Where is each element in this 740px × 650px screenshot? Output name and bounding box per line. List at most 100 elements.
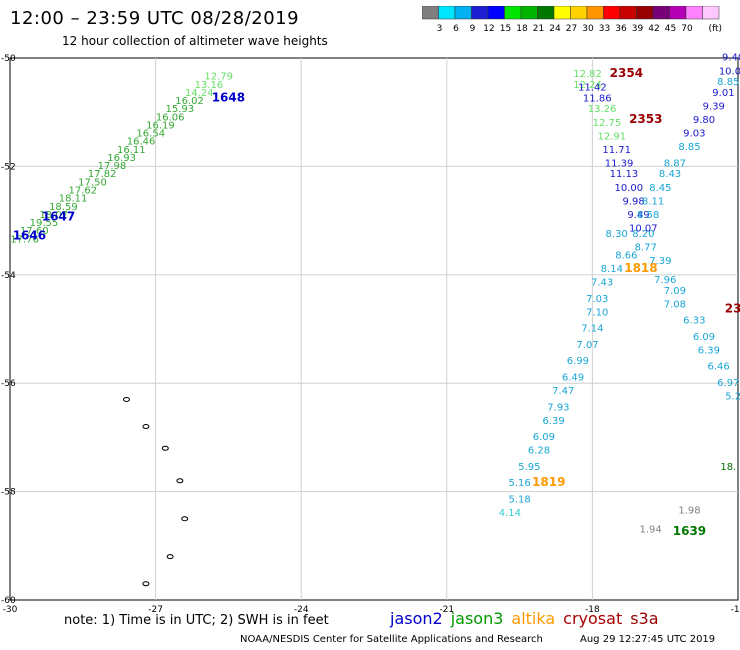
wave-height-value: 5.2 [725, 391, 740, 402]
wave-height-value: 6.28 [528, 446, 550, 457]
wave-height-value: 1.98 [678, 505, 700, 516]
island-outline [166, 554, 174, 560]
wave-height-value: 9.01 [712, 88, 734, 99]
wave-height-value: 12.82 [573, 69, 602, 80]
lat-tick-label: -50 [1, 54, 16, 64]
wave-height-value: 8.14 [601, 264, 623, 275]
generated-timestamp: Aug 29 12:27:45 UTC 2019 [580, 634, 716, 645]
pass-id-label: 1647 [42, 210, 75, 224]
wave-height-value: 8.11 [642, 196, 664, 207]
legend-tick: 30 [582, 24, 594, 34]
lon-tick-label: -30 [3, 605, 18, 615]
wave-height-value: 6.39 [698, 345, 720, 356]
wave-height-value: 9.80 [693, 115, 715, 126]
wave-height-value: 11.71 [602, 145, 631, 156]
wave-height-value: 7.14 [581, 324, 603, 335]
legend-tick: 24 [549, 24, 561, 34]
pass-id-label: 1639 [673, 524, 706, 538]
wave-height-value: 17.82 [88, 169, 117, 180]
island-outline [122, 396, 130, 402]
wave-height-value: 11.39 [605, 158, 634, 169]
map-subtitle: 12 hour collection of altimeter wave hei… [62, 34, 328, 48]
wave-height-value: 13.26 [588, 104, 617, 115]
lon-tick-label: -15 [731, 605, 740, 615]
wave-height-value: 8.43 [659, 169, 681, 180]
wave-height-value: 5.16 [508, 478, 530, 489]
wave-height-value: 7.08 [664, 299, 686, 310]
wave-height-value: 6.39 [542, 416, 564, 427]
wave-height-value: 10.07 [629, 223, 658, 234]
legend-tick: 18 [516, 24, 528, 34]
pass-id-label: 2354 [610, 66, 643, 80]
wave-height-value: 4.14 [499, 508, 521, 519]
map-title: 12:00 – 23:59 UTC 08/28/2019 [10, 8, 300, 29]
wave-height-value: 7.10 [586, 307, 608, 318]
wave-height-value: 6.99 [567, 356, 589, 367]
wave-height-value: 12.79 [204, 72, 233, 83]
wave-height-value: 17.76 [10, 234, 39, 245]
wave-height-value: 14.24 [185, 88, 214, 99]
wave-height-value: 10.00 [614, 183, 643, 194]
wave-height-value: 9.39 [703, 101, 725, 112]
wave-height-value: 19.55 [30, 218, 59, 229]
legend-unit: (ft) [708, 24, 722, 34]
pass-id-label: 2353 [629, 112, 662, 126]
legend-tick: 12 [483, 24, 494, 34]
satellite-legend: jason2 jason3 altika cryosat s3a [390, 609, 667, 628]
wave-height-value: 16.11 [117, 145, 146, 156]
pass-id-label: 1818 [624, 261, 657, 275]
legend-tick: 15 [500, 24, 511, 34]
wave-height-value: 15.93 [166, 104, 195, 115]
wave-height-value: 12.91 [597, 131, 626, 142]
wave-height-value: 7.09 [664, 286, 686, 297]
wave-height-value: 17.60 [20, 226, 49, 237]
wave-height-value: 10.07 [719, 66, 740, 77]
satellite-name: cryosat [563, 609, 623, 628]
wave-height-value: 8.87 [664, 158, 686, 169]
legend-tick: 21 [533, 24, 544, 34]
wave-height-value: 17.62 [68, 186, 97, 197]
wave-height-value: 9.03 [683, 129, 705, 140]
wave-height-value: 8.77 [635, 242, 657, 253]
legend-tick: 36 [615, 24, 627, 34]
wave-height-value: 16.46 [127, 137, 156, 148]
lat-tick-label: -52 [1, 162, 16, 172]
lon-tick-label: -18 [585, 605, 600, 615]
pass-id-label: 1648 [212, 90, 245, 104]
wave-height-value: 7.07 [576, 340, 598, 351]
wave-height-value: 16.93 [107, 153, 136, 164]
island-outline [142, 424, 150, 430]
lon-tick-label: -24 [294, 605, 309, 615]
wave-height-value: 5.18 [508, 494, 530, 505]
legend-swatch [702, 6, 720, 20]
wave-height-value: 17.50 [78, 177, 107, 188]
wave-height-value: 8.45 [649, 183, 671, 194]
wave-height-value: 6.33 [683, 316, 705, 327]
lat-tick-label: -54 [1, 271, 16, 281]
island-outline [176, 478, 184, 484]
wave-height-value: 6.46 [707, 362, 729, 373]
satellite-name: jason2 [390, 609, 443, 628]
wave-height-value: 16.54 [136, 129, 165, 140]
wave-height-value: 6.09 [693, 332, 715, 343]
pass-id-label: 23 [725, 302, 740, 316]
satellite-name: altika [511, 609, 556, 628]
wave-height-value: 8.58 [637, 210, 659, 221]
wave-height-value: 7.43 [591, 278, 613, 289]
legend-tick: 45 [665, 24, 676, 34]
pass-id-label: 1819 [532, 475, 565, 489]
wave-height-value: 12.24 [573, 80, 602, 91]
legend-tick: 70 [681, 24, 693, 34]
wave-height-value: 18. [720, 462, 736, 473]
wave-height-value: 8.30 [606, 229, 628, 240]
wave-height-value: 11.13 [610, 169, 639, 180]
pass-id-label: 1646 [13, 229, 46, 243]
footer-note: note: 1) Time is in UTC; 2) SWH is in fe… [64, 613, 329, 628]
wave-height-value: 11.86 [583, 93, 612, 104]
wave-height-value: 7.03 [586, 294, 608, 305]
map-frame [9, 57, 739, 601]
wave-height-value: 7.39 [649, 256, 671, 267]
wave-height-value: 16.06 [156, 112, 185, 123]
island-outline [142, 581, 150, 587]
